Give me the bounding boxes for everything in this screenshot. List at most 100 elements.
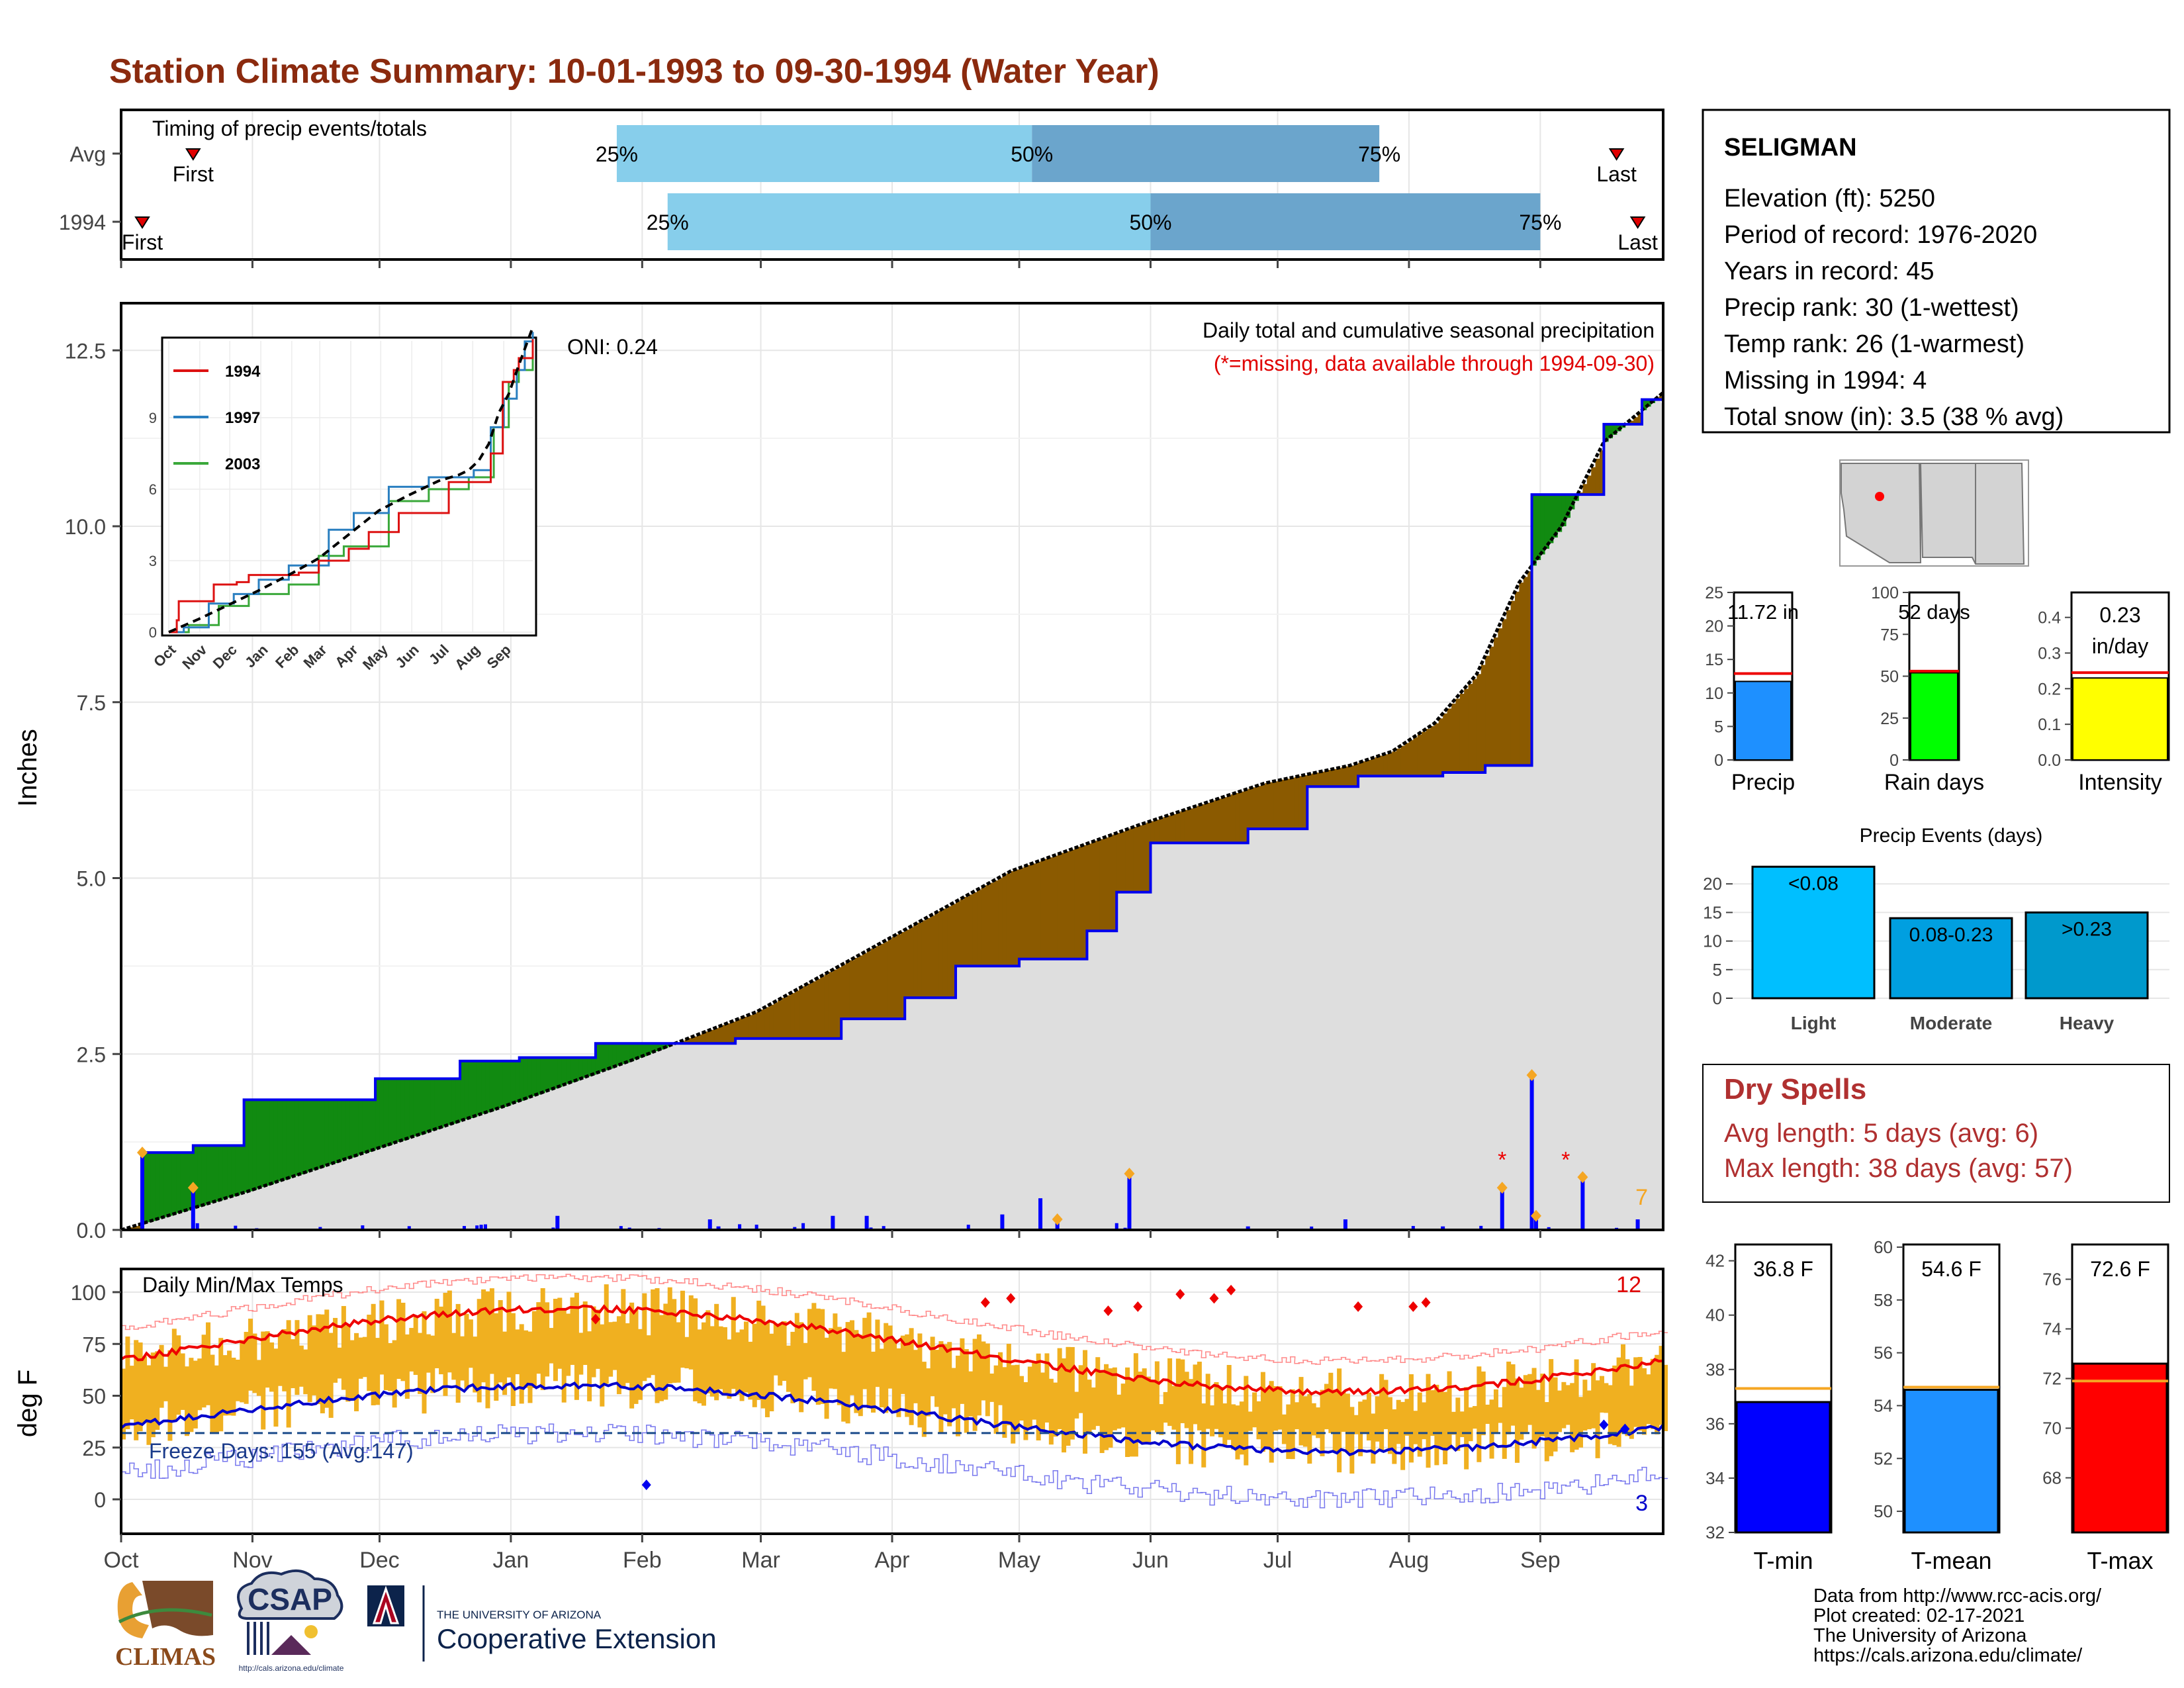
deficit-segment bbox=[1298, 776, 1304, 829]
daily-temp-bar bbox=[705, 1310, 711, 1393]
deficit-segment bbox=[1302, 775, 1308, 829]
daily-temp-bar bbox=[1527, 1374, 1533, 1425]
daily-temp-bar bbox=[1451, 1411, 1456, 1435]
daily-precip-bar bbox=[1441, 1226, 1445, 1230]
daily-temp-bar bbox=[1544, 1402, 1549, 1462]
deficit-segment bbox=[1197, 806, 1203, 843]
daily-temp-bar bbox=[663, 1303, 668, 1400]
events-category-label: Moderate bbox=[1910, 1013, 1992, 1033]
inset-legend-label: 1997 bbox=[225, 409, 260, 427]
month-tick-label: Jun bbox=[1132, 1548, 1169, 1573]
record-low-marker bbox=[1620, 1423, 1630, 1434]
surplus-segment bbox=[375, 1078, 381, 1149]
timing-pct-label: 75% bbox=[1519, 211, 1561, 234]
daily-temp-bar bbox=[1422, 1402, 1427, 1440]
daily-temp-bar bbox=[163, 1366, 169, 1401]
timing-label: Timing of precip events/totals bbox=[152, 117, 427, 140]
temp-chart-tick-label: 36 bbox=[1706, 1414, 1725, 1434]
surplus-segment bbox=[201, 1145, 206, 1205]
deficit-segment bbox=[934, 913, 940, 998]
deficit-segment bbox=[1032, 863, 1037, 959]
daily-temp-bar bbox=[616, 1316, 621, 1395]
temp-chart-tick-label: 50 bbox=[1874, 1501, 1893, 1521]
surplus-segment bbox=[570, 1057, 575, 1083]
temps-y-axis-title: deg F bbox=[13, 1370, 42, 1437]
daily-temp-bar bbox=[917, 1333, 923, 1428]
daily-temp-bar bbox=[1570, 1383, 1575, 1452]
temp-chart-tick-label: 38 bbox=[1706, 1360, 1725, 1380]
timing-pct-label: 50% bbox=[1011, 142, 1053, 166]
deficit-segment bbox=[1171, 814, 1177, 843]
daily-precip-bar bbox=[555, 1215, 560, 1230]
surplus-segment bbox=[282, 1100, 287, 1180]
surplus-segment bbox=[566, 1057, 571, 1084]
mini-chart-value-label: 52 days bbox=[1898, 600, 1970, 624]
daily-temp-bar bbox=[608, 1322, 614, 1377]
surplus-segment bbox=[439, 1078, 444, 1128]
daily-temp-bar bbox=[1655, 1354, 1660, 1434]
daily-temp-bar bbox=[1510, 1364, 1516, 1426]
daily-temp-bar bbox=[201, 1335, 206, 1408]
deficit-segment bbox=[1337, 768, 1342, 787]
daily-temp-bar bbox=[1159, 1404, 1164, 1435]
daily-precip-bar bbox=[195, 1223, 199, 1230]
deficit-segment bbox=[854, 957, 859, 1019]
deficit-segment bbox=[837, 967, 842, 1039]
deficit-segment bbox=[1146, 822, 1152, 892]
daily-temp-bar bbox=[1320, 1389, 1325, 1456]
daily-temp-bar bbox=[1154, 1361, 1160, 1432]
surplus-segment bbox=[1561, 494, 1567, 526]
deficit-segment bbox=[1366, 759, 1372, 776]
daily-temp-bar bbox=[913, 1350, 919, 1403]
daily-temp-bar bbox=[1489, 1399, 1494, 1459]
deficit-segment bbox=[705, 1031, 711, 1044]
deficit-segment bbox=[866, 951, 872, 1019]
record-high-marker bbox=[1006, 1293, 1016, 1304]
page-title: Station Climate Summary: 10-01-1993 to 0… bbox=[109, 52, 1160, 91]
deficit-segment bbox=[731, 1021, 736, 1044]
daily-temp-bar bbox=[506, 1291, 512, 1378]
daily-precip-bar bbox=[462, 1226, 466, 1230]
daily-temp-bar bbox=[1408, 1374, 1414, 1463]
surplus-segment bbox=[451, 1078, 457, 1124]
daily-temp-bar bbox=[1281, 1414, 1287, 1444]
daily-temp-bar bbox=[849, 1320, 854, 1395]
daily-temp-bar bbox=[1557, 1390, 1562, 1432]
daily-precip-bar bbox=[1635, 1219, 1640, 1230]
daily-temp-bar bbox=[820, 1309, 825, 1404]
daily-temp-bar bbox=[1498, 1407, 1503, 1423]
deficit-segment bbox=[1244, 790, 1249, 843]
deficit-segment bbox=[1074, 848, 1079, 959]
timing-marker bbox=[1608, 148, 1625, 161]
surplus-segment bbox=[167, 1152, 173, 1216]
daily-temp-bar bbox=[1112, 1367, 1117, 1430]
daily-temp-bar bbox=[473, 1336, 478, 1393]
daily-precip-bar bbox=[1533, 1215, 1538, 1230]
surplus-segment bbox=[1641, 399, 1647, 410]
daily-temp-bar bbox=[748, 1341, 753, 1400]
daily-temp-bar bbox=[1574, 1359, 1579, 1450]
surplus-segment bbox=[422, 1078, 427, 1134]
daily-temp-bar bbox=[921, 1362, 927, 1437]
surplus-segment bbox=[426, 1078, 432, 1133]
daily-temp-bar bbox=[701, 1322, 706, 1406]
deficit-segment bbox=[938, 911, 944, 998]
timing-panel: 25% 50% 75% First Last 25% 50% 75% First Last Tim… bbox=[59, 109, 1664, 268]
daily-temp-bar bbox=[782, 1321, 787, 1382]
daily-temp-bar bbox=[1519, 1387, 1524, 1440]
daily-temp-bar bbox=[1565, 1385, 1570, 1425]
mini-chart-value-label: 11.72 in bbox=[1727, 600, 1799, 624]
daily-temp-bar bbox=[248, 1319, 253, 1391]
surplus-segment bbox=[612, 1043, 617, 1068]
surplus-segment bbox=[659, 1043, 664, 1050]
deficit-segment bbox=[1426, 729, 1431, 776]
daily-temp-bar bbox=[1252, 1392, 1257, 1428]
surplus-segment bbox=[536, 1057, 541, 1095]
deficit-segment bbox=[697, 1035, 702, 1044]
daily-temp-bar bbox=[286, 1320, 291, 1428]
surplus-segment bbox=[553, 1057, 559, 1089]
deficit-segment bbox=[790, 993, 796, 1039]
daily-temp-bar bbox=[404, 1334, 410, 1399]
daily-temp-bar bbox=[1608, 1385, 1613, 1444]
surplus-segment bbox=[549, 1057, 554, 1090]
